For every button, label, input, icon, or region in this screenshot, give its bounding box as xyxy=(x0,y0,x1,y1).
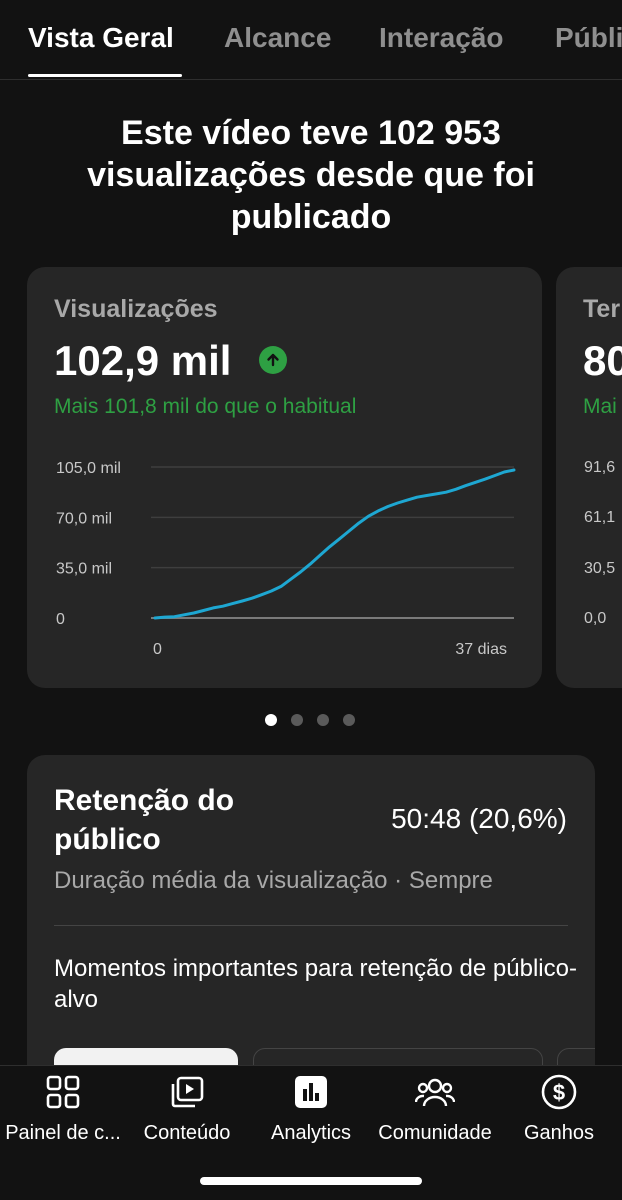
retention-subtitle: Duração média da visualização · Sempre xyxy=(54,867,493,894)
retention-moments-heading: Momentos importantes para retenção de pú… xyxy=(54,955,577,1013)
y-tick-label: 61,1 xyxy=(584,509,616,526)
x-tick-label: 37 dias xyxy=(455,641,507,658)
pagination-dot[interactable] xyxy=(317,714,329,726)
metric-value: 102,9 mil xyxy=(54,337,232,384)
y-tick-label: 35,0 mil xyxy=(56,561,112,578)
pagination-dot[interactable] xyxy=(343,714,355,726)
nav-item-analytics[interactable]: Analytics xyxy=(262,1072,360,1152)
analytics-tab-bar: Vista Geral Alcance Interação Públi xyxy=(0,0,622,80)
pagination-dot[interactable] xyxy=(265,714,277,726)
community-icon xyxy=(415,1072,455,1112)
nav-label: Conteúdo xyxy=(143,1122,231,1144)
watch-time-metric-card[interactable]: Ter 80 Mai 91,6 61,1 30,5 0,0 xyxy=(556,267,622,688)
carousel-pagination xyxy=(265,714,355,726)
nav-label: Ganhos xyxy=(523,1122,595,1144)
tab-interacao[interactable]: Interação xyxy=(379,22,504,53)
content-library-icon xyxy=(167,1072,207,1112)
nav-item-earnings[interactable]: $ Ganhos xyxy=(514,1072,604,1152)
nav-label: Comunidade xyxy=(378,1122,492,1144)
nav-item-content[interactable]: Conteúdo xyxy=(136,1072,238,1152)
metric-comparison: Mais 101,8 mil do que o habitual xyxy=(54,395,357,418)
arrow-up-icon xyxy=(259,346,287,374)
nav-item-dashboard[interactable]: Painel de c... xyxy=(0,1072,126,1152)
pagination-dot[interactable] xyxy=(291,714,303,726)
retention-value: 50:48 (20,6%) xyxy=(391,803,567,834)
y-tick-label: 70,0 mil xyxy=(56,510,112,527)
y-tick-label: 0 xyxy=(56,611,65,628)
tab-alcance[interactable]: Alcance xyxy=(224,22,332,53)
views-series-line xyxy=(153,468,516,620)
y-tick-label: 0,0 xyxy=(584,610,607,627)
analytics-icon xyxy=(291,1072,331,1112)
svg-text:$: $ xyxy=(553,1080,565,1105)
active-tab-indicator xyxy=(28,74,182,77)
metric-value: 80 xyxy=(583,337,622,384)
metric-label: Ter xyxy=(583,295,621,323)
earnings-icon: $ xyxy=(539,1072,579,1112)
y-tick-label: 30,5 xyxy=(584,560,616,577)
page-headline: Este vídeo teve 102 953 visualizações de… xyxy=(87,114,535,236)
tab-vista-geral[interactable]: Vista Geral xyxy=(28,22,174,53)
y-tick-label: 91,6 xyxy=(584,459,616,476)
divider xyxy=(54,925,568,926)
home-indicator xyxy=(200,1177,422,1185)
retention-title: Retenção do público xyxy=(54,784,235,856)
x-tick-label: 0 xyxy=(153,641,162,658)
metric-comparison: Mai xyxy=(583,395,617,418)
dashboard-icon xyxy=(43,1072,83,1112)
nav-label: Painel de c... xyxy=(5,1122,121,1144)
audience-retention-card[interactable]: Retenção do público 50:48 (20,6%) Duraçã… xyxy=(27,755,595,1085)
y-tick-label: 105,0 mil xyxy=(56,460,121,477)
nav-label: Analytics xyxy=(270,1122,352,1144)
views-line-chart: 105,0 mil 70,0 mil 35,0 mil 0 0 37 dias xyxy=(56,460,516,658)
metric-label: Visualizações xyxy=(54,295,218,323)
views-metric-card[interactable]: Visualizações 102,9 mil Mais 101,8 mil d… xyxy=(27,267,542,688)
nav-item-community[interactable]: Comunidade xyxy=(370,1072,500,1152)
tab-publico[interactable]: Públi xyxy=(555,22,622,53)
